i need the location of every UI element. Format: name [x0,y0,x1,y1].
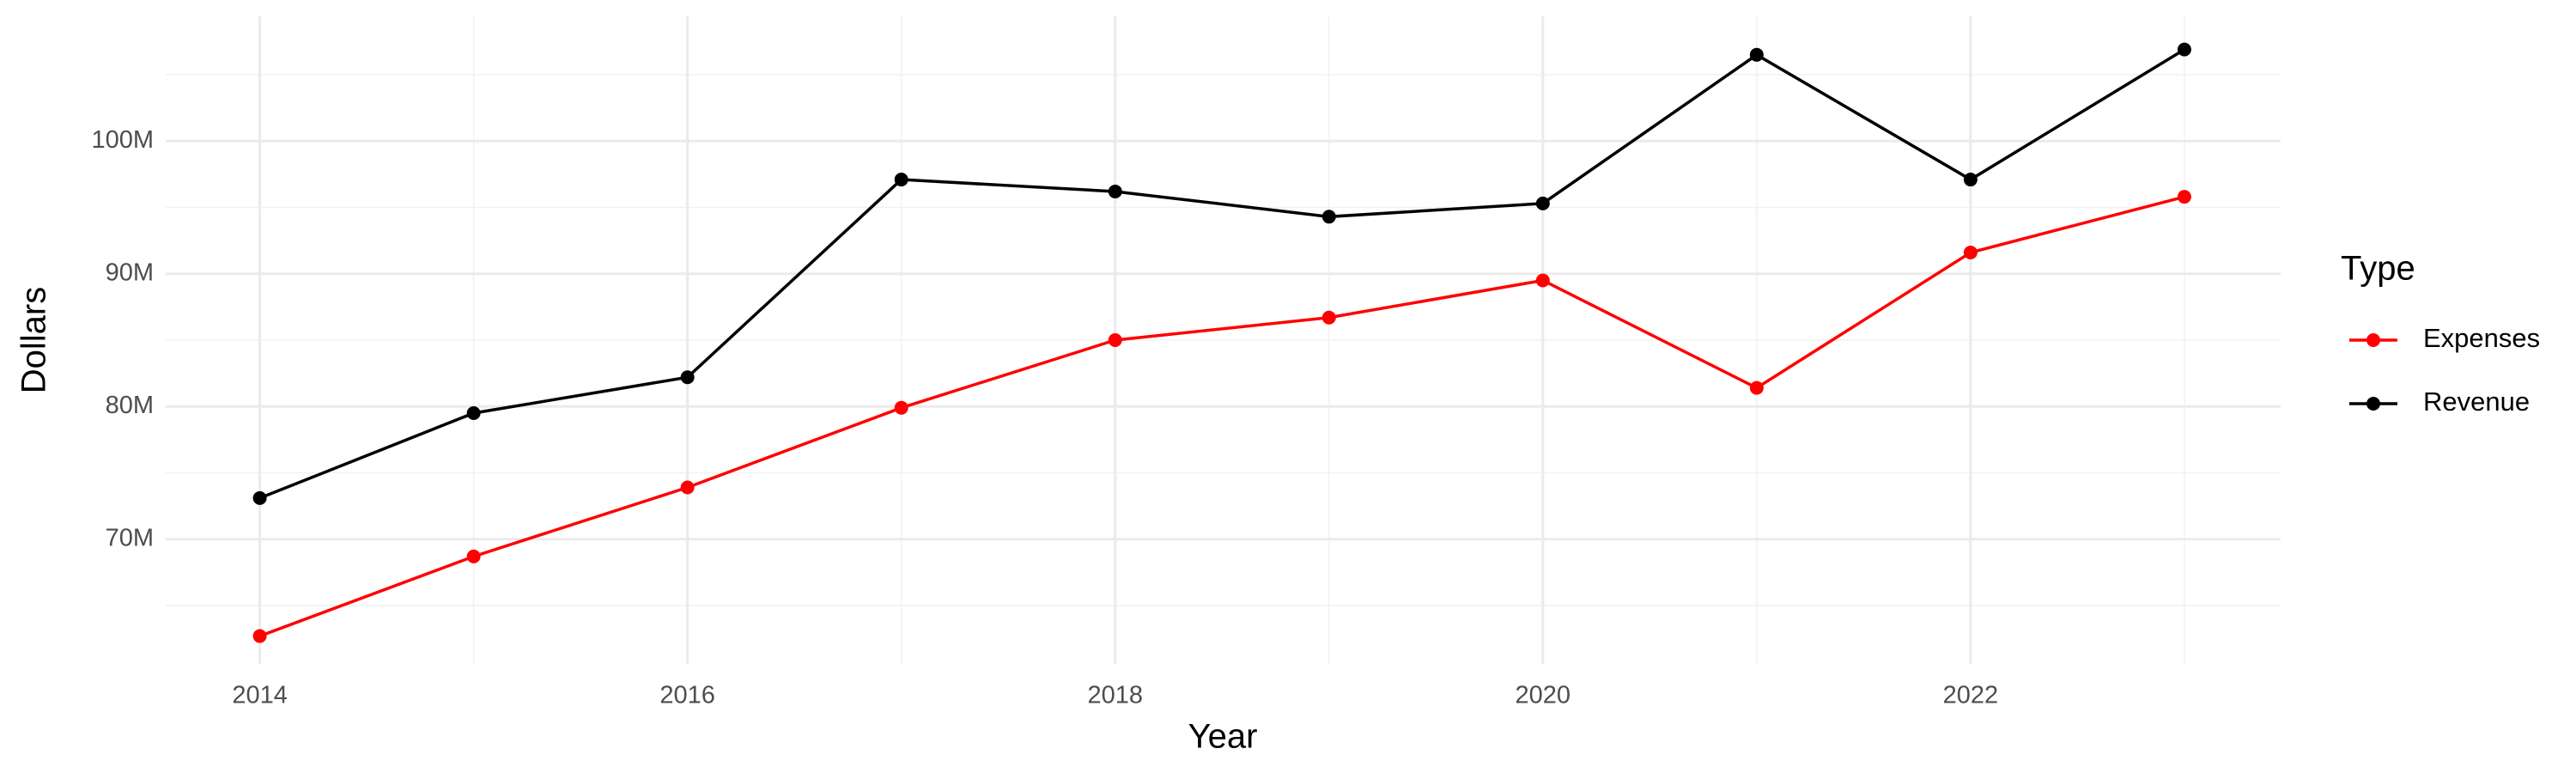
data-point [1108,333,1122,347]
data-point [1749,47,1764,62]
legend-label: Revenue [2423,386,2530,417]
data-point [680,370,695,385]
data-point [1321,310,1336,325]
x-tick-label: 2022 [1943,682,1999,709]
legend-key-point [2366,333,2380,347]
x-tick-label: 2020 [1516,682,1571,709]
data-point [1749,380,1764,395]
y-tick-label: 100M [91,126,154,154]
data-point [252,629,267,643]
data-point [466,405,481,420]
data-point [466,549,481,563]
data-point [894,400,908,415]
y-axis-title: Dollars [15,287,53,393]
x-tick-label: 2014 [232,682,288,709]
y-tick-label: 70M [106,524,154,551]
series-line [258,48,2185,500]
x-tick-label: 2018 [1087,682,1143,709]
data-point [2177,42,2191,57]
data-point [252,490,267,505]
data-point [1535,273,1550,288]
y-tick-label: 80M [106,392,154,419]
legend-key-point [2366,397,2380,411]
data-point [1963,246,1978,260]
x-axis-title: Year [1188,718,1258,756]
data-point [2177,190,2191,204]
series-line [258,195,2185,638]
legend-label: Expenses [2423,323,2540,353]
data-point [680,480,695,495]
data-point [1108,184,1122,198]
y-tick-label: 90M [106,259,154,286]
data-point [894,173,908,187]
x-tick-label: 2016 [659,682,715,709]
legend-title: Type [2341,250,2415,288]
data-point [1963,173,1978,187]
data-point [1535,196,1550,210]
data-point [1321,210,1336,224]
